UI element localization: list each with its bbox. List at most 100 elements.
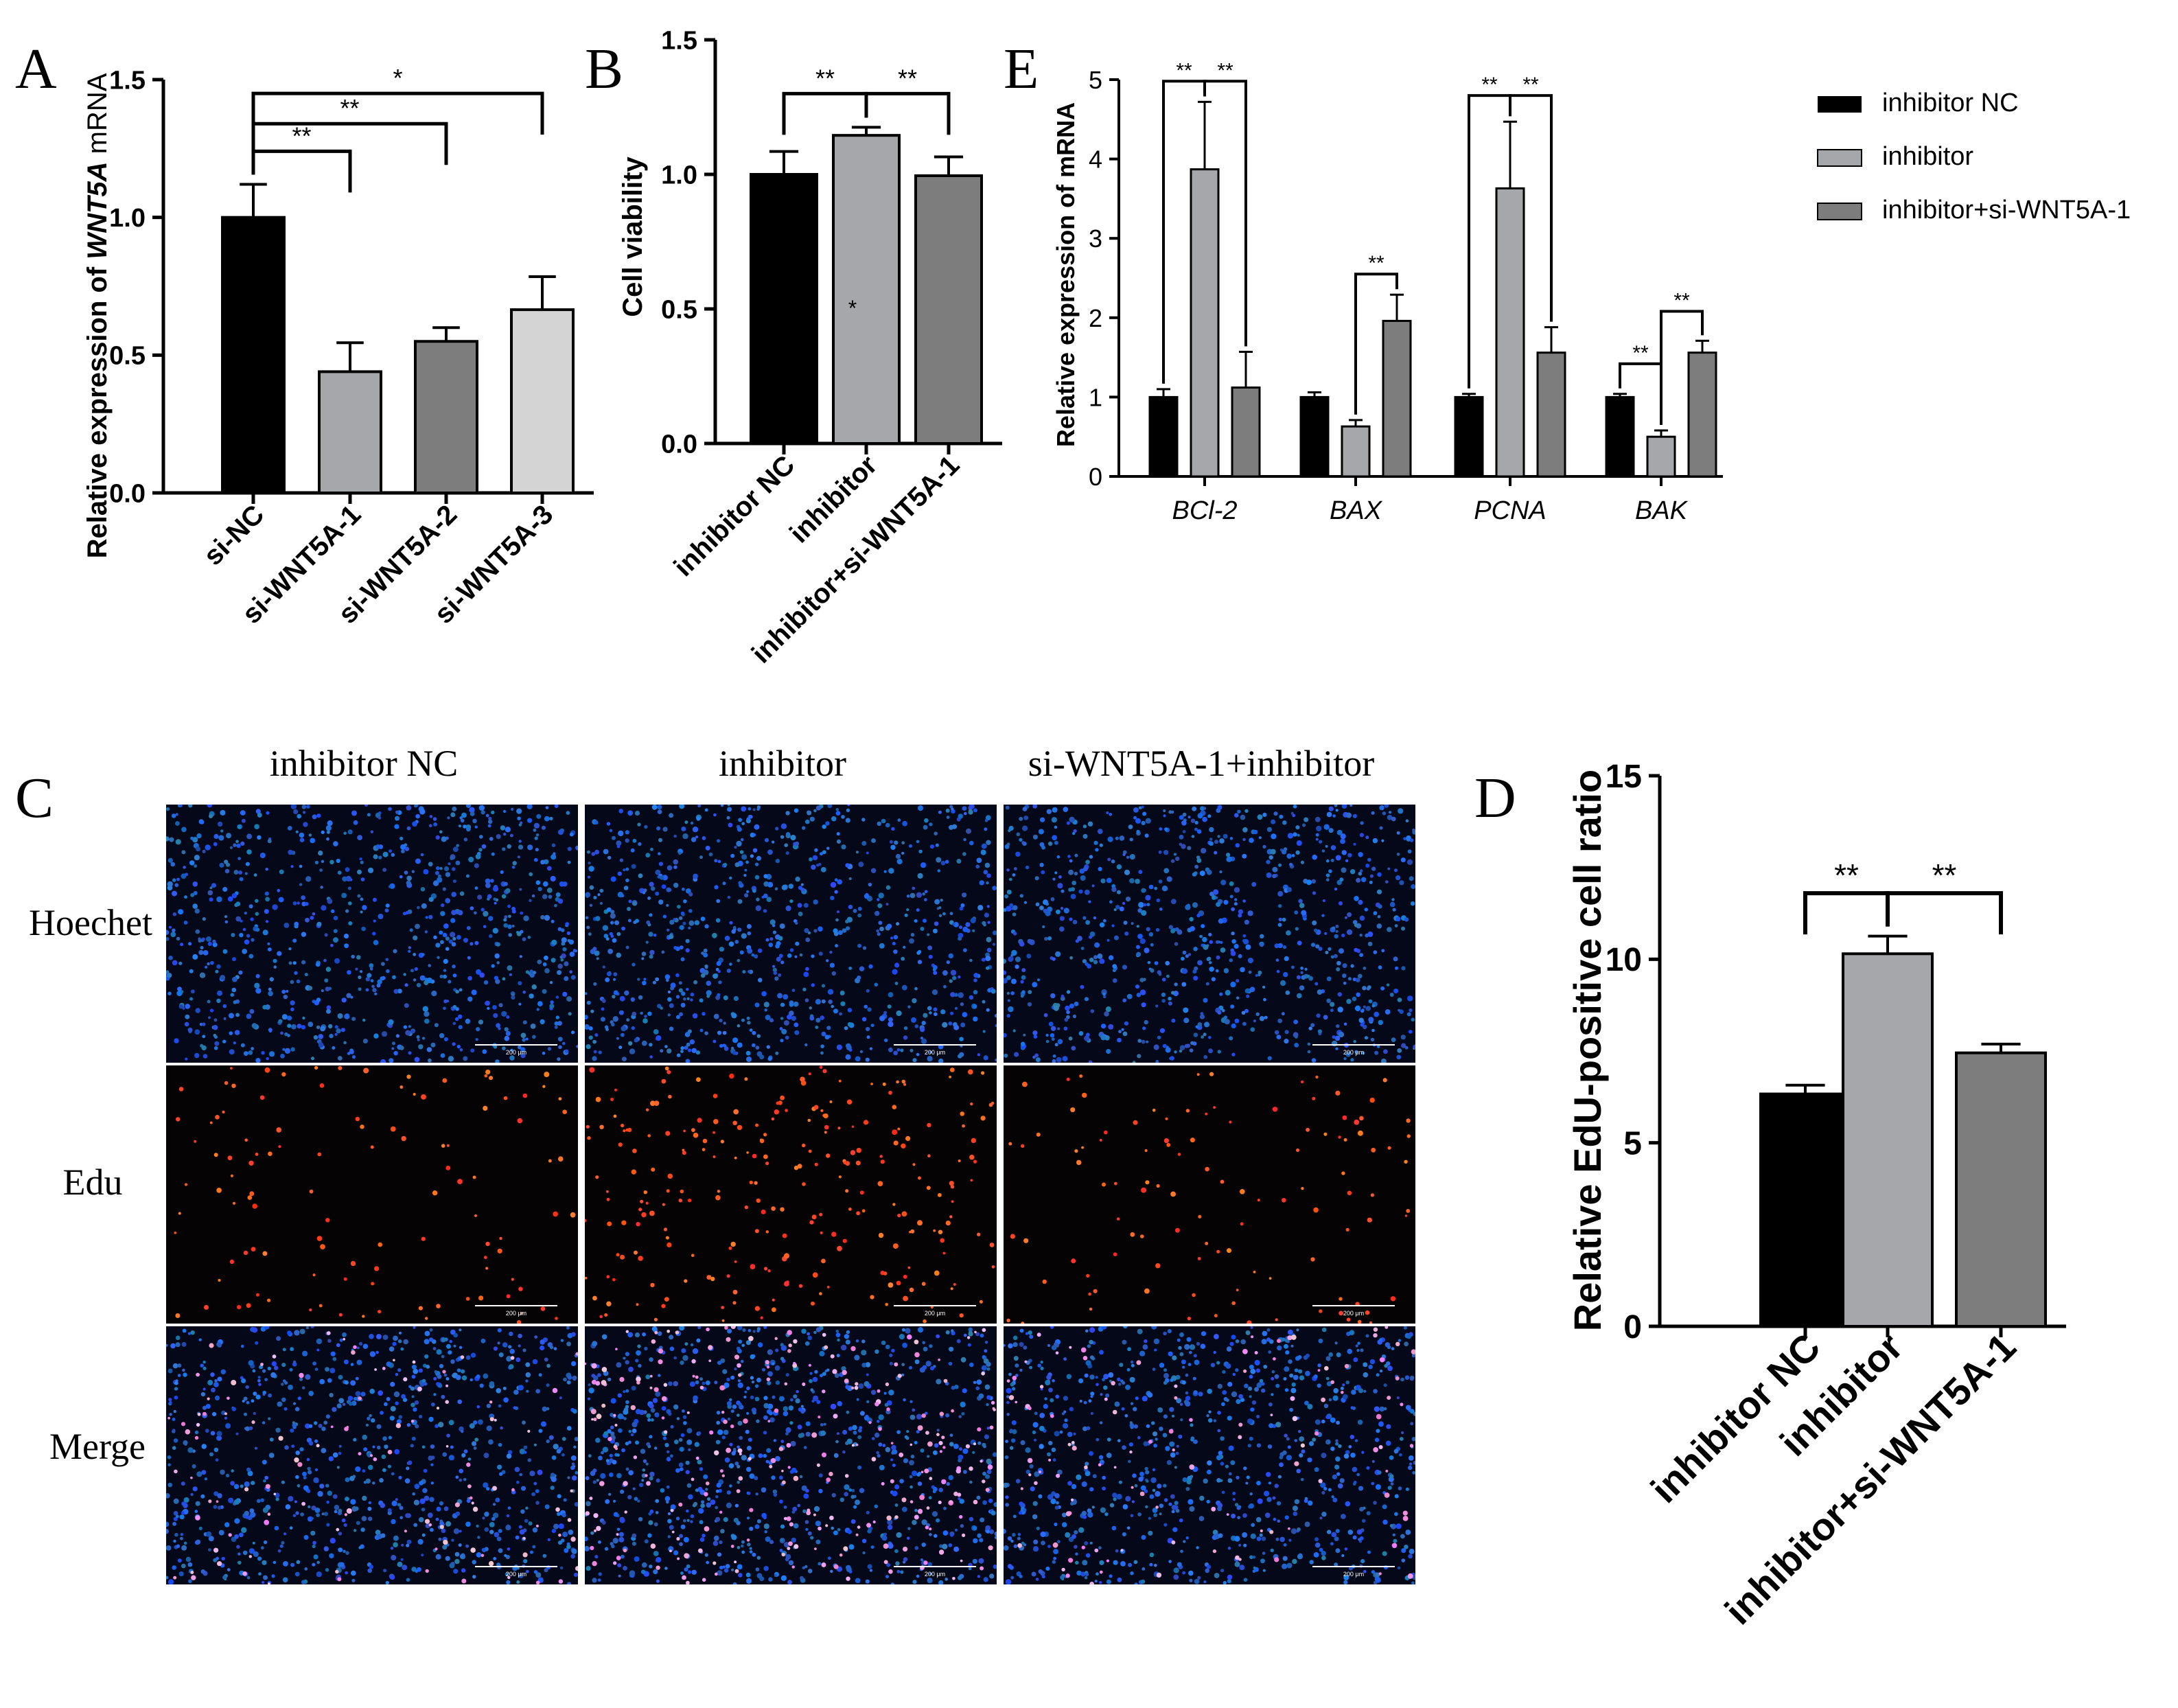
chart-d-y-tick-label: 0 [1623,1309,1642,1346]
scale-bar-label: 200 μm [506,1571,526,1578]
chart-a-significance-bracket [251,149,352,193]
chart-a-significance-label: * [393,64,402,92]
chart-a-significance-bracket [251,122,448,165]
micrograph-panel: inhibitor NC inhibitor si-WNT5A-1+inhibi… [29,743,1415,1584]
chart-e-bar [1495,187,1525,478]
chart-e-significance-bracket [1660,310,1704,425]
micrograph-col-label-2: inhibitor [719,743,846,784]
chart-a-y-tick-label: 0.5 [109,342,146,371]
chart-d-y-tick-label: 15 [1606,759,1642,795]
chart-d: Relative EdU-positive cell ratio 051015i… [1566,759,2066,1632]
chart-a-bar [510,308,575,494]
chart-a-y-axis-label: Relative expression of WNT5A mRNA [82,73,113,558]
micrograph-hoechet-3: 200 μm [1004,805,1415,1063]
scale-bar-label: 200 μm [1343,1049,1364,1056]
chart-a-significance-bracket [251,91,544,135]
chart-a-bar [318,370,382,494]
chart-a-bar [414,340,478,494]
chart-d-significance-bracket [1803,891,1890,935]
micrograph-col-label-1: inhibitor NC [270,743,459,784]
chart-e-bar [1190,168,1220,478]
chart-e-significance-label: ** [1217,59,1233,82]
chart-d-significance-bracket [1886,891,2003,935]
micrograph-merge-3: 200 μm [1004,1326,1415,1584]
chart-a-y-tick-label: 0.0 [109,479,146,508]
legend-swatch-inhibitor-si [1817,203,1862,220]
chart-b-y-axis-label: Cell viability [618,157,648,317]
chart-e-bar [1454,395,1484,478]
chart-d-y-tick-label: 10 [1606,942,1642,978]
chart-a-ylabel-prefix: Relative expression of [82,259,113,559]
chart-e-significance-label: ** [1481,73,1498,96]
panel-letter-a: A [15,37,57,101]
chart-e-bar [1341,425,1371,478]
legend-label-inhibitor: inhibitor [1882,142,1973,171]
chart-d-bar [1955,1051,2047,1328]
chart-d-y-tick-label: 5 [1623,1125,1642,1162]
chart-e-bar [1299,395,1330,478]
micrograph-edu-2: 200 μm [585,1065,997,1324]
chart-b-bar [832,134,901,445]
chart-e-bar [1605,395,1635,478]
micrograph-row-label-edu: Edu [63,1162,123,1203]
legend-swatch-inhibitor [1817,149,1862,167]
scale-bar-label: 200 μm [925,1310,945,1317]
chart-a-ylabel-gene: WNT5A [82,161,113,259]
legend-swatch-inhibitor-nc [1818,96,1862,113]
micrograph-col-label-3: si-WNT5A-1+inhibitor [1028,743,1374,784]
chart-e-significance-bracket [1354,273,1398,415]
chart-b-inner-mark: * [848,296,857,321]
chart-b-bar [750,173,818,445]
chart-e-y-tick-label: 2 [1089,304,1102,332]
micrograph-row-label-merge: Merge [49,1426,146,1467]
chart-a-y-tick-label: 1.0 [109,204,146,233]
panel-letter-c: C [15,766,54,830]
chart-b-y-tick-label: 0.5 [661,295,697,324]
chart-d-bar [1842,952,1934,1328]
chart-e-significance-label: ** [1368,252,1385,275]
scale-bar-label: 200 μm [1343,1571,1364,1578]
chart-e-y-axis-label: Relative expression of mRNA [1052,102,1080,447]
micrograph-row-label-hoechet: Hoechet [29,902,152,943]
chart-e-y-tick-label: 1 [1089,383,1102,411]
chart-e-x-tick-label: BCl-2 [1172,496,1237,525]
chart-a-significance-label: ** [292,122,311,150]
scale-bar-label: 200 μm [925,1571,945,1578]
chart-e-bar [1231,386,1261,478]
chart-d-y-axis-label: Relative EdU-positive cell ratio [1566,770,1609,1331]
chart-e-x-tick-label: BAX [1330,496,1383,525]
chart-e: Relative expression of mRNA 0 1 2 3 4 5 BCl-2 B… [1052,59,1723,525]
chart-a-x-tick-label: si-NC [198,499,270,571]
chart-e-y-tick-label: 5 [1089,66,1102,94]
chart-d-bar [1759,1092,1851,1328]
micrograph-merge-1: 200 μm [166,1326,578,1584]
chart-e-y-tick-label: 4 [1089,146,1102,174]
micrograph-edu-1: 200 μm [166,1065,578,1324]
chart-e-bar [1646,435,1676,478]
chart-b-significance-label: ** [898,64,917,92]
chart-d-significance-label: ** [1932,857,1957,893]
chart-a-y-tick-label: 1.5 [109,66,146,95]
chart-e-bar [1148,395,1179,478]
chart-b-significance-bracket [864,91,951,135]
scale-bar-label: 200 μm [506,1049,526,1056]
legend-label-inhibitor-nc: inhibitor NC [1882,89,2019,117]
panel-letter-b: B [585,37,623,101]
scale-bar-label: 200 μm [506,1310,526,1317]
chart-e-x-tick-label: PCNA [1474,496,1546,525]
chart-e-significance-label: ** [1176,59,1192,82]
panel-letter-d: D [1474,766,1516,830]
chart-e-bar [1536,351,1566,478]
chart-b-significance-label: ** [815,64,835,92]
chart-e-y-tick-label: 0 [1089,463,1102,491]
chart-b-y-tick-label: 1.5 [661,26,697,55]
chart-a-bar [221,216,286,494]
chart-e-significance-label: ** [1632,342,1649,365]
chart-b-x-tick-label: inhibitor NC [668,450,800,582]
chart-d-significance-label: ** [1834,857,1859,893]
micrograph-hoechet-2: 200 μm [585,805,997,1063]
scale-bar-label: 200 μm [925,1049,945,1056]
chart-e-bar [1382,319,1412,478]
legend-label-inhibitor-si: inhibitor+si-WNT5A-1 [1882,196,2131,224]
